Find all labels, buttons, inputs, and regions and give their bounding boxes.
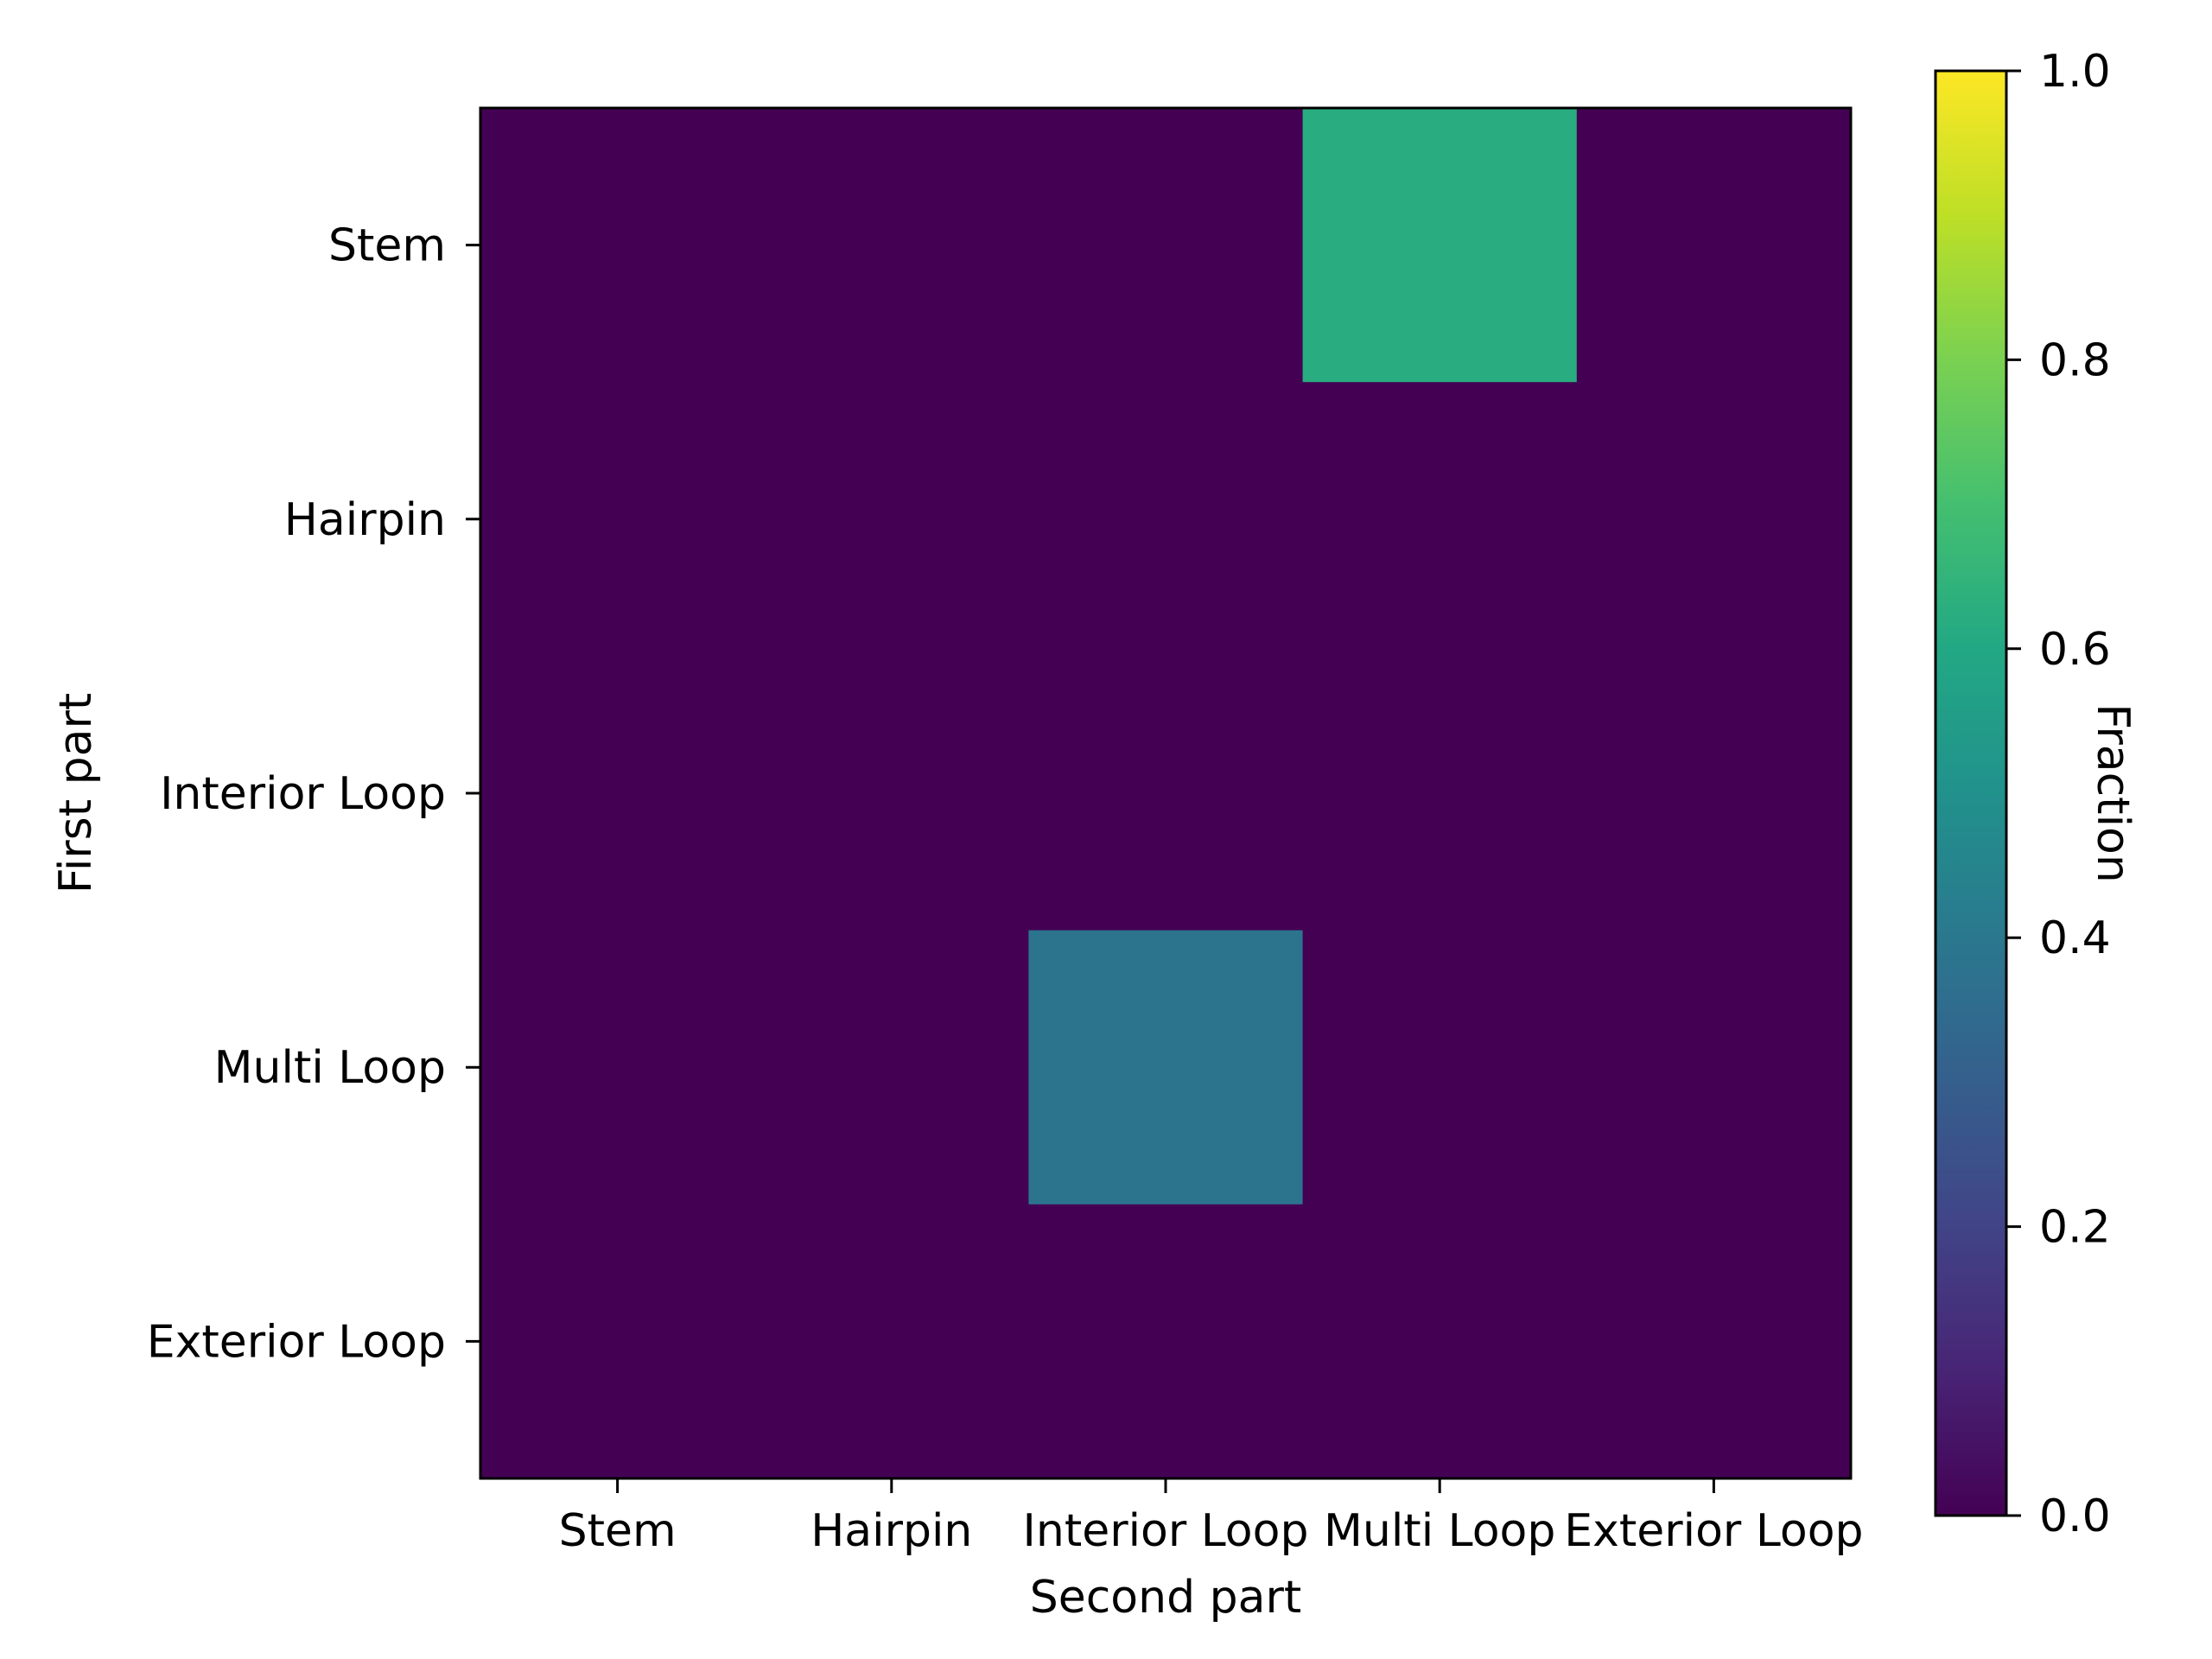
colorbar-tick-label: 0.4 [2039, 912, 2111, 964]
colorbar [1934, 69, 2008, 1517]
heatmap-cell [1028, 930, 1304, 1205]
y-tick-label: Multi Loop [214, 1042, 446, 1094]
heatmap-cell [1028, 656, 1304, 931]
heatmap-cell [480, 382, 755, 657]
heatmap-cell [754, 382, 1029, 657]
y-tick-label: Exterior Loop [147, 1316, 446, 1368]
colorbar-tick-label: 0.2 [2039, 1202, 2111, 1254]
colorbar-tick-label: 1.0 [2039, 46, 2111, 98]
heatmap-cell [1302, 656, 1578, 931]
colorbar-label: Fraction [2087, 703, 2139, 883]
heatmap-cell [1028, 382, 1304, 657]
x-axis-label: Second part [1030, 1572, 1302, 1624]
heatmap-cell [1576, 382, 1852, 657]
heatmap-cell [1576, 108, 1852, 383]
x-tick-label: Interior Loop [1023, 1505, 1309, 1557]
colorbar-tick-label: 0.0 [2039, 1491, 2111, 1542]
heatmap-cell [754, 930, 1029, 1205]
heatmap-cell [754, 656, 1029, 931]
colorbar-ticks: 0.0 0.2 0.4 0.6 0.8 1.0 [2006, 46, 2111, 1542]
heatmap-cell [1576, 1204, 1852, 1479]
x-axis-ticks: Stem Hairpin Interior Loop Multi Loop Exteri… [559, 1478, 1864, 1557]
heatmap-cell [480, 1204, 755, 1479]
y-axis-label: First part [50, 693, 102, 894]
heatmap-cell [480, 930, 755, 1205]
colorbar-tick-label: 0.8 [2039, 334, 2111, 386]
x-tick-label: Multi Loop [1324, 1505, 1555, 1557]
y-tick-label: Interior Loop [160, 768, 446, 820]
heatmap-cell [1028, 108, 1304, 383]
heatmap-cell [1576, 930, 1852, 1205]
heatmap-cell [1302, 382, 1578, 657]
heatmap-cell [480, 656, 755, 931]
heatmap-cell [480, 108, 755, 383]
heatmap-cell [1302, 930, 1578, 1205]
heatmap-cell [1302, 108, 1578, 383]
y-tick-label: Stem [328, 220, 446, 272]
x-tick-label: Hairpin [810, 1505, 972, 1557]
y-axis-ticks: Stem Hairpin Interior Loop Multi Loop Exteri… [147, 220, 480, 1368]
heatmap-cell [754, 1204, 1029, 1479]
heatmap-cell [1302, 1204, 1578, 1479]
x-tick-label: Exterior Loop [1564, 1505, 1863, 1557]
heatmap-cells [480, 108, 1852, 1479]
heatmap-cell [754, 108, 1029, 383]
colorbar-tick-label: 0.6 [2039, 624, 2111, 676]
heatmap-cell [1028, 1204, 1304, 1479]
heatmap-cell [1576, 656, 1852, 931]
y-tick-label: Hairpin [284, 494, 446, 546]
x-tick-label: Stem [559, 1505, 677, 1557]
